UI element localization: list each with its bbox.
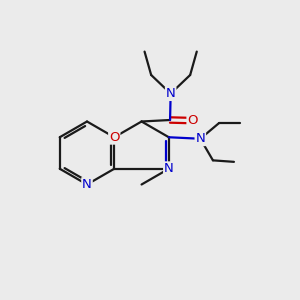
Text: N: N xyxy=(164,162,174,175)
Text: O: O xyxy=(109,131,119,144)
Text: N: N xyxy=(196,132,205,145)
Text: N: N xyxy=(166,87,175,100)
Text: N: N xyxy=(82,178,92,191)
Text: O: O xyxy=(187,114,198,127)
